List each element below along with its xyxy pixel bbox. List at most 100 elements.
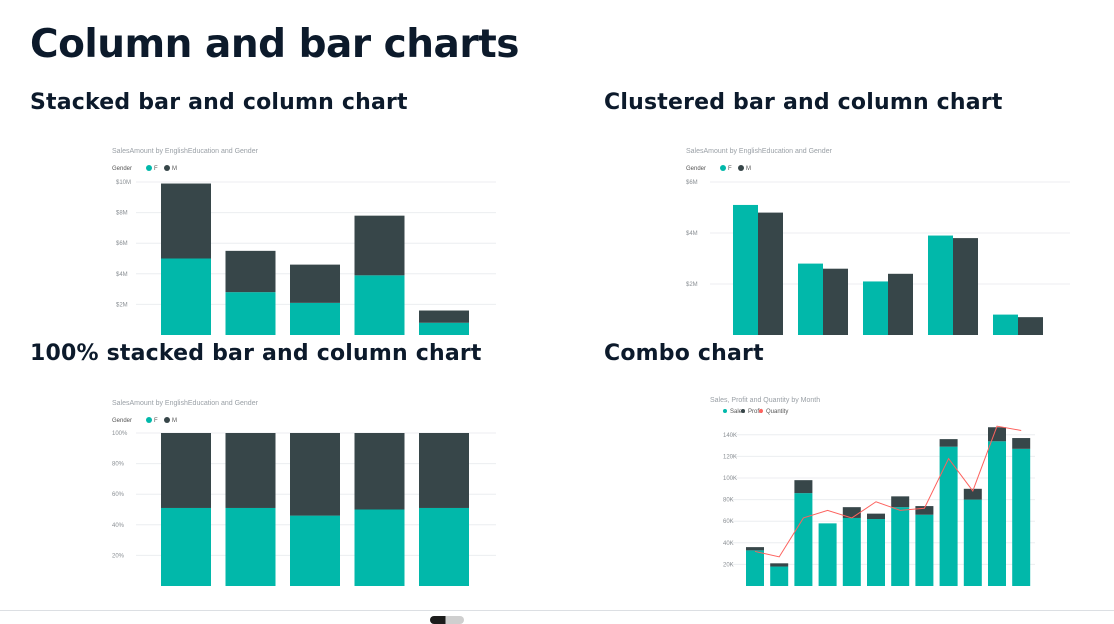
bar-sales bbox=[891, 507, 910, 586]
bar-sales bbox=[770, 566, 789, 586]
bar-profit bbox=[988, 427, 1006, 442]
legend-label-m: M bbox=[172, 418, 177, 424]
bar-f bbox=[733, 204, 758, 335]
y-tick-label: 100% bbox=[112, 431, 128, 437]
bar-sales bbox=[842, 517, 861, 586]
y-tick-label: $6M bbox=[686, 180, 698, 186]
stacked-chart: SalesAmount by EnglishEducation and Gend… bbox=[112, 148, 496, 335]
bar-sales bbox=[988, 441, 1006, 586]
y-tick-label: $4M bbox=[116, 272, 128, 278]
bar-profit bbox=[842, 507, 861, 518]
legend-swatch-f bbox=[146, 165, 152, 171]
y-tick-label: $2M bbox=[686, 282, 698, 288]
legend-label-f: F bbox=[154, 166, 158, 172]
bar-m bbox=[354, 215, 405, 276]
clustered-chart: SalesAmount by EnglishEducation and Gend… bbox=[686, 148, 1070, 335]
chart-title: SalesAmount by EnglishEducation and Gend… bbox=[112, 148, 259, 155]
bar-f bbox=[161, 507, 211, 586]
y-tick-label: $8M bbox=[116, 211, 128, 217]
bar-f bbox=[419, 507, 469, 586]
legend-label-quantity: Quantity bbox=[766, 409, 788, 415]
y-tick-label: 140K bbox=[723, 433, 737, 439]
legend-swatch-m bbox=[164, 165, 170, 171]
y-tick-label: 40% bbox=[112, 523, 125, 529]
bar-sales bbox=[963, 499, 982, 586]
y-tick-label: 20% bbox=[112, 553, 125, 559]
bar-m bbox=[225, 433, 276, 508]
scroll-handle[interactable] bbox=[430, 616, 464, 624]
bar-f bbox=[225, 292, 276, 335]
bar-sales bbox=[794, 493, 813, 586]
y-tick-label: 80% bbox=[112, 462, 125, 468]
percent-stacked-chart: SalesAmount by EnglishEducation and Gend… bbox=[112, 400, 496, 586]
y-tick-label: 20K bbox=[723, 562, 734, 568]
section-title-stacked: Stacked bar and column chart bbox=[30, 90, 408, 115]
bar-f bbox=[290, 515, 340, 586]
y-tick-label: 100K bbox=[723, 476, 737, 482]
bar-m bbox=[953, 238, 978, 335]
bar-profit bbox=[746, 547, 764, 551]
bar-profit bbox=[794, 480, 813, 494]
line-quantity bbox=[754, 425, 1022, 558]
bar-f bbox=[993, 314, 1018, 335]
bar-f bbox=[354, 275, 405, 335]
bar-m bbox=[161, 183, 211, 259]
legend-swatch-f bbox=[146, 417, 152, 423]
bar-m bbox=[225, 250, 276, 293]
bar-profit bbox=[939, 439, 958, 447]
bar-profit bbox=[891, 496, 910, 508]
legend-label-m: M bbox=[746, 166, 751, 172]
legend-label-sales: Sales bbox=[730, 409, 745, 415]
bar-f bbox=[161, 258, 211, 335]
bar-sales bbox=[746, 550, 764, 586]
legend-label-profit: Profit bbox=[748, 409, 762, 415]
bar-m bbox=[290, 264, 340, 303]
legend-label-f: F bbox=[154, 418, 158, 424]
bar-f bbox=[419, 322, 469, 335]
legend-title: Gender bbox=[112, 418, 132, 424]
y-tick-label: 60K bbox=[723, 519, 734, 525]
legend-swatch-sales bbox=[723, 409, 727, 413]
section-title-100-percent-stacked: 100% stacked bar and column chart bbox=[30, 341, 482, 366]
y-tick-label: 120K bbox=[723, 454, 737, 460]
bar-sales bbox=[818, 523, 837, 586]
bar-profit bbox=[1012, 438, 1031, 449]
bar-sales bbox=[867, 519, 885, 586]
bar-f bbox=[290, 302, 340, 335]
section-title-combo: Combo chart bbox=[604, 341, 764, 366]
chart-title: SalesAmount by EnglishEducation and Gend… bbox=[112, 400, 259, 407]
y-tick-label: $6M bbox=[116, 241, 128, 247]
legend-swatch-profit bbox=[741, 409, 745, 413]
bar-sales bbox=[915, 514, 934, 586]
y-tick-label: $4M bbox=[686, 231, 698, 237]
legend-label-f: F bbox=[728, 166, 732, 172]
bar-m bbox=[888, 273, 913, 335]
legend-title: Gender bbox=[686, 166, 706, 172]
bar-m bbox=[419, 433, 469, 508]
bar-m bbox=[1018, 317, 1043, 335]
chart-title: SalesAmount by EnglishEducation and Gend… bbox=[686, 148, 833, 155]
y-tick-label: 60% bbox=[112, 492, 125, 498]
legend-swatch-quantity bbox=[759, 409, 763, 413]
y-tick-label: $10M bbox=[116, 180, 131, 186]
y-tick-label: $2M bbox=[116, 302, 128, 308]
page-title: Column and bar charts bbox=[30, 22, 519, 67]
footer-divider bbox=[0, 610, 1114, 611]
bar-f bbox=[225, 507, 276, 586]
bar-m bbox=[758, 212, 783, 335]
bar-m bbox=[354, 433, 405, 510]
bar-f bbox=[798, 263, 823, 335]
legend-title: Gender bbox=[112, 166, 132, 172]
legend-swatch-m bbox=[738, 165, 744, 171]
chart-title: Sales, Profit and Quantity by Month bbox=[710, 397, 820, 404]
y-tick-label: 40K bbox=[723, 541, 734, 547]
bar-m bbox=[290, 433, 340, 516]
bar-profit bbox=[867, 513, 885, 520]
bar-m bbox=[419, 310, 469, 323]
bar-profit bbox=[770, 563, 789, 567]
section-title-clustered: Clustered bar and column chart bbox=[604, 90, 1003, 115]
bar-f bbox=[863, 281, 888, 335]
bar-sales bbox=[1012, 448, 1031, 586]
bar-f bbox=[928, 235, 953, 335]
bar-sales bbox=[939, 446, 958, 586]
